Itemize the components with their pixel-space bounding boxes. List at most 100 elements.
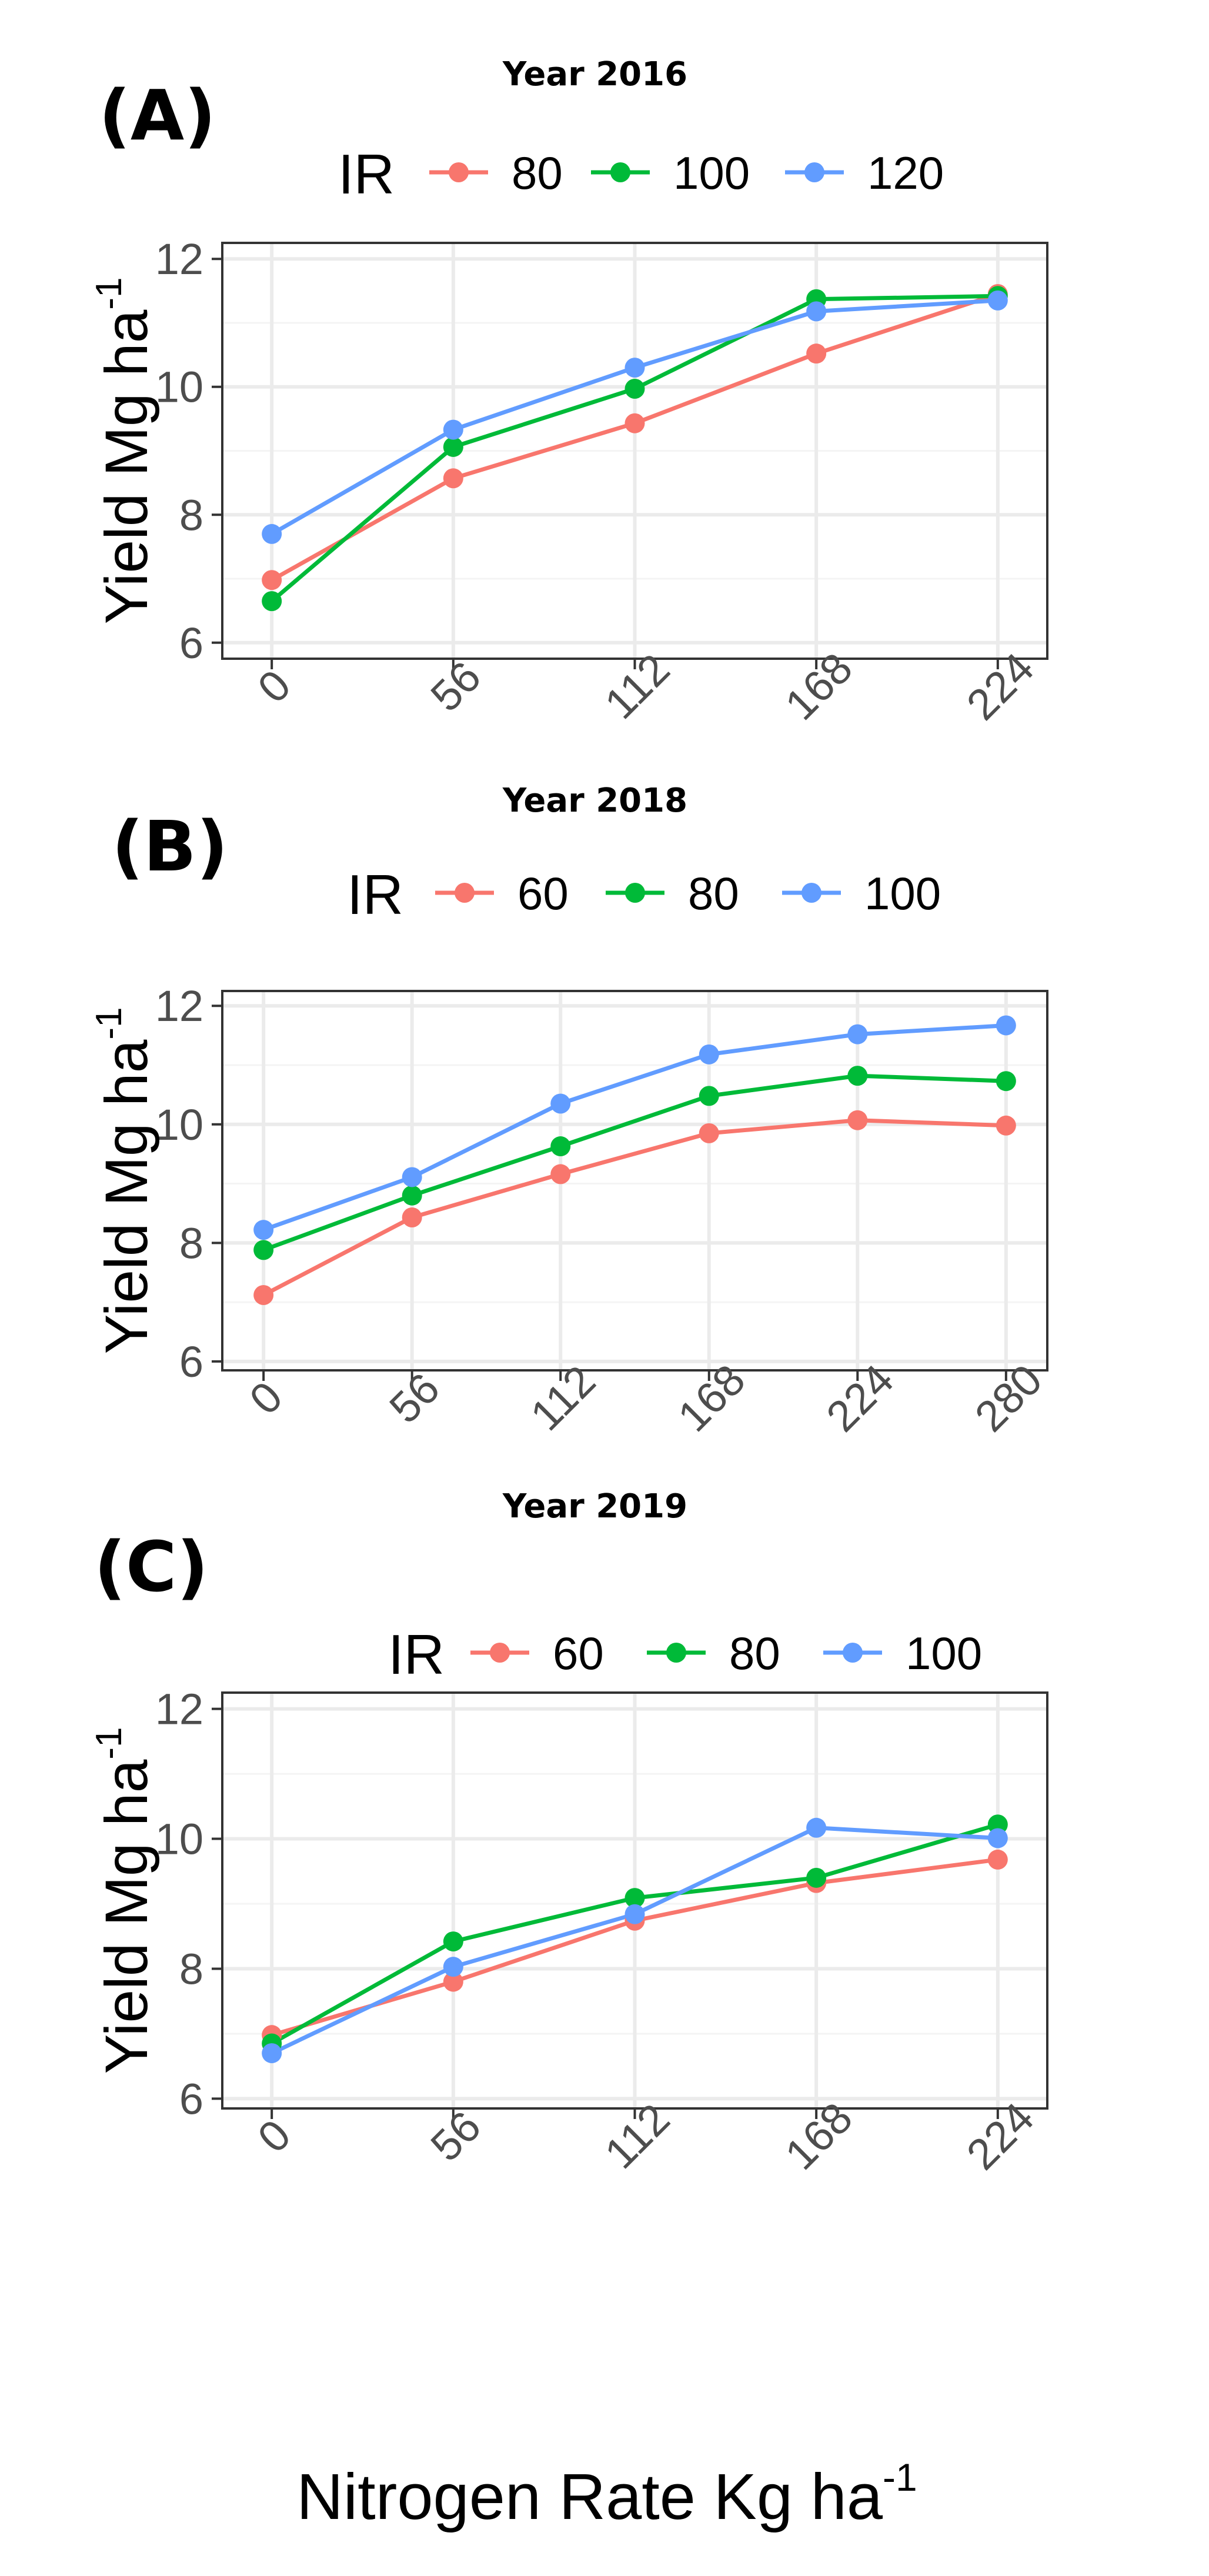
data-point-60-224 [847, 1110, 868, 1130]
y-tick-label: 12 [155, 1685, 203, 1734]
data-point-120-112 [624, 358, 645, 378]
data-point-80-0 [253, 1240, 274, 1260]
data-point-80-168 [806, 1867, 827, 1888]
chart-title: Year 2019 [502, 1487, 687, 1526]
y-tick-label: 6 [179, 619, 203, 668]
data-point-60-224 [987, 1849, 1008, 1870]
data-point-100-168 [806, 1817, 827, 1838]
data-point-100-280 [996, 1015, 1016, 1036]
legend-key-point [490, 1643, 510, 1663]
legend-item-60: 60 [470, 1627, 604, 1679]
data-point-120-168 [806, 301, 827, 322]
data-point-60-0 [253, 1285, 274, 1306]
legend-label: 80 [729, 1627, 780, 1679]
data-point-60-56 [402, 1207, 422, 1227]
y-tick-label: 8 [179, 490, 203, 539]
y-tick-label: 6 [179, 2074, 203, 2123]
legend: IR 60 80 100 [388, 1623, 982, 1686]
data-point-80-112 [624, 413, 645, 433]
legend-label: 120 [867, 147, 944, 199]
series-line-80 [262, 1073, 1006, 1252]
data-point-80-280 [996, 1071, 1016, 1092]
legend-item-80: 80 [429, 147, 563, 199]
data-point-80-0 [262, 570, 282, 590]
legend-item-100: 100 [591, 147, 750, 199]
legend-label: 80 [512, 147, 563, 199]
x-tick-label: 56 [421, 652, 490, 721]
data-point-100-112 [624, 1904, 645, 1924]
data-point-100-56 [443, 436, 463, 457]
legend-key-point [455, 883, 475, 903]
y-axis-title-sup: -1 [89, 1727, 129, 1760]
data-point-80-112 [624, 1888, 645, 1908]
data-point-80-168 [806, 343, 827, 364]
data-point-100-224 [987, 1828, 1008, 1848]
y-axis-title: Yield Mg ha-1 [89, 1007, 160, 1354]
data-point-60-56 [443, 1971, 463, 1992]
legend-key-point [666, 1643, 686, 1663]
x-tick-label: 0 [240, 1372, 292, 1424]
legend-item-80: 80 [647, 1627, 780, 1679]
y-axis-title-main: Yield Mg ha [93, 1039, 160, 1354]
legend-item-60: 60 [435, 867, 569, 919]
data-point-80-112 [550, 1136, 571, 1157]
x-tick-label: 56 [421, 2102, 490, 2171]
panel-label: (C) [94, 1526, 208, 1607]
legend-title: IR [338, 143, 395, 206]
y-axis-title: Yield Mg ha-1 [89, 1727, 160, 2074]
y-axis-title: Yield Mg ha-1 [89, 278, 160, 625]
data-point-120-224 [987, 290, 1008, 311]
data-point-120-56 [443, 419, 463, 440]
legend-key-point [801, 883, 821, 903]
data-point-60-168 [699, 1123, 719, 1143]
x-tick-label: 0 [248, 2110, 300, 2162]
data-point-100-112 [624, 378, 645, 399]
series-line-100 [262, 1023, 1007, 1232]
legend-label: 100 [673, 147, 750, 199]
y-tick-label: 8 [179, 1944, 203, 1993]
legend-title: IR [347, 863, 403, 926]
data-point-100-224 [847, 1024, 868, 1045]
data-point-100-56 [402, 1167, 422, 1187]
legend: IR 80 100 120 [338, 143, 944, 206]
legend-key-point [625, 883, 645, 903]
y-tick-label: 10 [155, 1100, 203, 1149]
y-axis-title-main: Yield Mg ha [93, 309, 160, 624]
chart-title: Year 2016 [502, 55, 687, 94]
x-axis-title-sup: -1 [883, 2455, 917, 2499]
data-point-100-168 [699, 1044, 719, 1065]
y-tick-label: 6 [179, 1337, 203, 1386]
data-point-80-224 [847, 1066, 868, 1086]
legend-item-100: 100 [823, 1627, 982, 1679]
legend-label: 80 [688, 867, 739, 919]
data-point-60-280 [996, 1115, 1016, 1136]
panel-background [222, 991, 1047, 1370]
data-point-100-0 [262, 591, 282, 612]
y-tick-label: 10 [155, 1815, 203, 1864]
legend-label: 60 [553, 1627, 604, 1679]
legend-key-point [610, 162, 630, 182]
data-point-120-0 [262, 523, 282, 544]
data-point-80-168 [699, 1086, 719, 1106]
panel-label: (B) [112, 806, 228, 887]
legend-label: 60 [517, 867, 569, 919]
y-tick-label: 12 [155, 235, 203, 283]
legend-item-120: 120 [785, 147, 944, 199]
x-axis-title: Nitrogen Rate Kg ha-1 [296, 2455, 917, 2533]
data-point-80-56 [402, 1185, 422, 1206]
chart-title: Year 2018 [502, 782, 687, 820]
data-point-100-0 [262, 2043, 282, 2064]
legend-item-100: 100 [782, 867, 941, 919]
panel-label: (A) [99, 75, 216, 156]
panel-border [221, 990, 1048, 1372]
x-axis-title-main: Nitrogen Rate Kg ha [296, 2461, 883, 2533]
data-point-60-112 [550, 1164, 571, 1184]
x-tick-label: 56 [380, 1364, 449, 1433]
legend-key-point [843, 1643, 863, 1663]
legend-label: 100 [906, 1627, 982, 1679]
y-tick-label: 8 [179, 1219, 203, 1267]
y-tick-label: 10 [155, 363, 203, 412]
